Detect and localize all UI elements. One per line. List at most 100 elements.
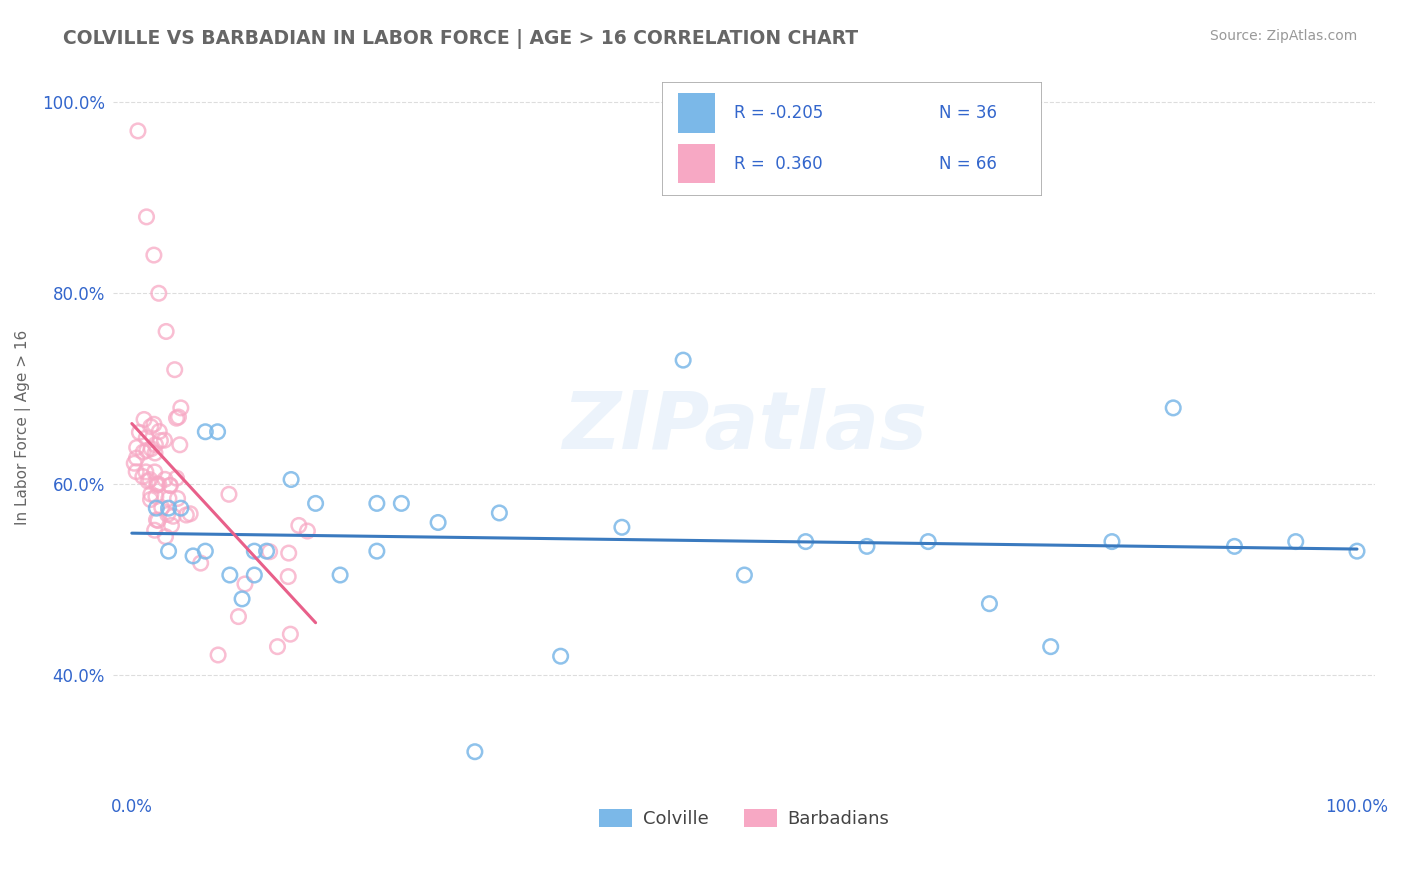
Point	[256, 544, 278, 558]
Point	[228, 609, 250, 624]
Point	[304, 496, 326, 510]
Point	[146, 476, 169, 491]
Point	[145, 490, 167, 504]
Point	[122, 456, 145, 470]
Point	[139, 492, 162, 507]
Point	[1346, 544, 1368, 558]
Point	[150, 500, 173, 515]
Point	[153, 433, 176, 447]
Point	[125, 465, 148, 479]
Point	[149, 434, 172, 448]
Point	[143, 417, 166, 432]
Point	[132, 445, 155, 459]
Point	[1161, 401, 1184, 415]
Point	[125, 451, 148, 466]
Point	[127, 124, 149, 138]
Point	[162, 509, 184, 524]
Point	[169, 438, 191, 452]
Point	[135, 443, 157, 458]
Point	[166, 411, 188, 425]
Point	[366, 544, 388, 558]
Point	[143, 523, 166, 537]
Point	[366, 496, 388, 510]
Point	[733, 568, 755, 582]
Point	[231, 591, 253, 606]
Point	[148, 286, 170, 301]
Point	[139, 473, 162, 487]
Point	[288, 518, 311, 533]
Point	[794, 534, 817, 549]
Point	[176, 508, 198, 522]
Point	[160, 518, 183, 533]
Point	[243, 544, 266, 558]
Point	[207, 425, 229, 439]
Point	[163, 362, 186, 376]
Point	[145, 438, 167, 452]
Point	[179, 507, 201, 521]
Point	[125, 441, 148, 455]
Point	[135, 431, 157, 445]
Point	[159, 478, 181, 492]
Point	[233, 577, 256, 591]
Point	[146, 478, 169, 492]
Text: COLVILLE VS BARBADIAN IN LABOR FORCE | AGE > 16 CORRELATION CHART: COLVILLE VS BARBADIAN IN LABOR FORCE | A…	[63, 29, 859, 48]
Point	[148, 477, 170, 491]
Point	[1285, 534, 1308, 549]
Point	[167, 410, 190, 425]
Point	[155, 530, 177, 544]
Point	[141, 442, 163, 456]
Point	[148, 425, 170, 439]
Point	[207, 648, 229, 662]
Point	[128, 425, 150, 440]
Point	[856, 540, 879, 554]
Point	[488, 506, 510, 520]
Point	[1039, 640, 1062, 654]
Point	[329, 568, 352, 582]
Point	[166, 491, 188, 506]
Point	[464, 745, 486, 759]
Point	[143, 465, 166, 479]
Point	[266, 640, 288, 654]
Y-axis label: In Labor Force | Age > 16: In Labor Force | Age > 16	[15, 329, 31, 524]
Point	[139, 487, 162, 501]
Point	[170, 401, 193, 415]
Text: ZIPatlas: ZIPatlas	[562, 388, 927, 466]
Point	[259, 545, 281, 559]
Point	[157, 501, 180, 516]
Point	[157, 544, 180, 558]
Point	[672, 353, 695, 368]
Legend: Colville, Barbadians: Colville, Barbadians	[592, 802, 897, 835]
Point	[427, 516, 450, 530]
Point	[153, 472, 176, 486]
Point	[145, 513, 167, 527]
Point	[218, 487, 240, 501]
Point	[280, 473, 302, 487]
Point	[135, 465, 157, 479]
Point	[156, 508, 179, 522]
Point	[190, 556, 212, 570]
Point	[181, 549, 204, 563]
Point	[132, 469, 155, 483]
Point	[194, 425, 217, 439]
Point	[146, 514, 169, 528]
Point	[145, 501, 167, 516]
Point	[550, 649, 572, 664]
Point	[280, 627, 302, 641]
Point	[194, 544, 217, 558]
Point	[132, 412, 155, 426]
Point	[979, 597, 1001, 611]
Point	[143, 446, 166, 460]
Point	[136, 474, 159, 488]
Point	[389, 496, 412, 510]
Point	[218, 568, 240, 582]
Point	[155, 325, 177, 339]
Point	[139, 419, 162, 434]
Point	[277, 546, 299, 560]
Point	[297, 524, 319, 538]
Text: Source: ZipAtlas.com: Source: ZipAtlas.com	[1209, 29, 1357, 43]
Point	[142, 248, 165, 262]
Point	[243, 568, 266, 582]
Point	[277, 569, 299, 583]
Point	[1223, 540, 1246, 554]
Point	[917, 534, 939, 549]
